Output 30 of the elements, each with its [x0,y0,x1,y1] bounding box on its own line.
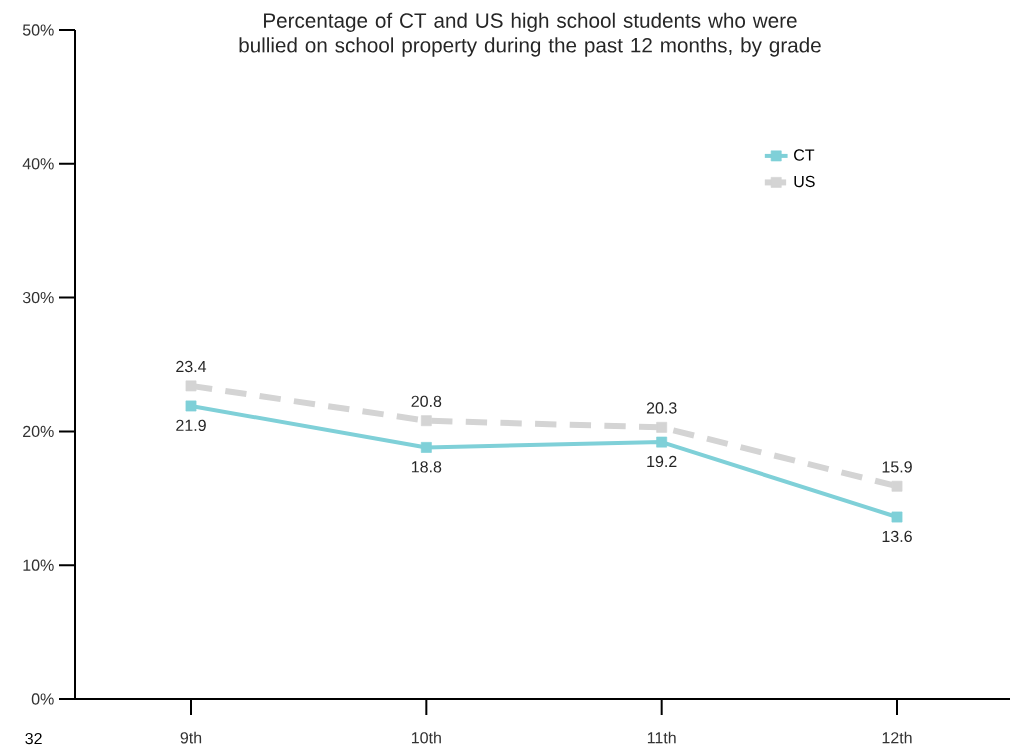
legend-label: US [794,175,815,188]
point [185,400,197,412]
data-label: 15.9 [882,461,912,473]
data-label: 13.6 [882,530,912,543]
data-label: 21.9 [176,419,206,431]
point [420,415,432,427]
point [420,442,432,453]
legend-label: CT [794,149,815,161]
data-label: 20.3 [646,402,677,414]
point [891,480,903,492]
y-tick-label: 50% [22,24,54,36]
data-label: 23.4 [176,360,207,373]
point [656,436,668,448]
point [185,380,197,392]
y-tick-label: 40% [22,158,54,170]
y-tick-label: 0% [31,693,54,705]
text: 32 [25,732,42,745]
point [891,511,903,523]
x-tick-label: 11th [647,731,676,744]
data-label: 20.8 [411,395,442,407]
data-label: 18.8 [411,461,442,473]
y-tick-label: 10% [23,559,54,571]
x-tick-label: 12th [882,731,912,744]
data-label: 19.2 [647,455,677,468]
y-tick-label: 30% [22,291,54,304]
x-tick-label: 9th [180,731,202,744]
y-tick-label: 20% [23,425,54,438]
chart-title: Percentage of CT and US high school students who were bullied on school property during the past 12 months, by grade [239,12,821,57]
x-tick-label: 10th [411,731,441,744]
point [656,421,668,433]
